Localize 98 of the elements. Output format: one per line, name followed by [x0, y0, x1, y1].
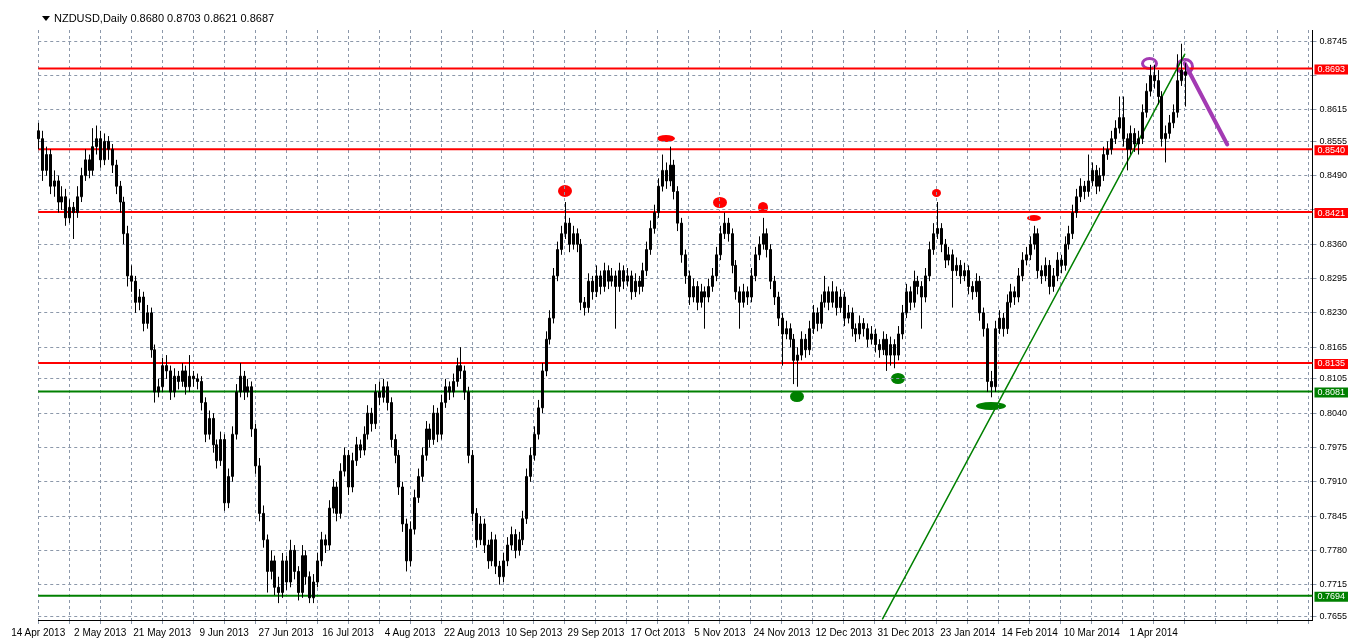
y-tick-label: 0.7975: [1319, 441, 1347, 452]
candlestick: [301, 544, 304, 599]
candlestick: [490, 531, 493, 567]
candlestick: [494, 534, 497, 575]
candlestick: [622, 264, 625, 290]
candlestick: [866, 322, 869, 348]
x-tick-label: 2 May 2013: [74, 626, 127, 638]
x-tick-label: 14 Apr 2013: [11, 626, 66, 638]
candlestick: [785, 320, 788, 340]
candlestick: [858, 315, 861, 340]
candlestick: [599, 270, 602, 295]
ref-line-label: 0.8540: [1317, 144, 1345, 155]
candlestick: [909, 285, 912, 311]
candlestick: [1110, 130, 1113, 156]
ref-line-label: 0.8081: [1317, 386, 1345, 397]
candlestick: [889, 336, 892, 367]
x-tick-label: 16 Jul 2013: [322, 626, 375, 638]
candlestick: [614, 270, 617, 330]
ref-line-label: 0.8693: [1317, 64, 1345, 75]
ref-line-label: 0.8421: [1317, 207, 1345, 218]
candlestick: [607, 264, 610, 290]
candlestick: [432, 404, 435, 446]
candlestick: [610, 267, 613, 287]
y-tick-label: 0.7655: [1319, 610, 1347, 621]
chart-title: NZDUSD,Daily 0.8680 0.8703 0.8621 0.8687: [54, 12, 275, 24]
candlestick: [382, 378, 385, 404]
candlestick: [173, 367, 176, 398]
candlestick: [1168, 114, 1171, 140]
candlestick: [703, 285, 706, 330]
candlestick: [49, 148, 52, 195]
candlestick: [103, 132, 106, 166]
y-tick-label: 0.8105: [1319, 373, 1347, 384]
candlestick: [572, 225, 575, 251]
candlestick: [762, 217, 765, 251]
ref-line-label: 0.7694: [1317, 591, 1345, 602]
candlestick: [91, 127, 94, 177]
ref-line-label: 0.8135: [1317, 358, 1345, 369]
candlestick: [696, 280, 699, 311]
y-tick-label: 0.8490: [1319, 170, 1347, 181]
y-tick-label: 0.8360: [1319, 238, 1347, 249]
candlestick: [1184, 62, 1187, 108]
candlestick: [161, 357, 164, 393]
candlestick: [603, 262, 606, 293]
candlestick: [374, 383, 377, 430]
candlestick: [994, 320, 997, 393]
x-tick-label: 10 Mar 2014: [1063, 626, 1121, 638]
candlestick: [707, 278, 710, 303]
x-tick-label: 29 Sep 2013: [567, 626, 625, 638]
x-tick-label: 31 Dec 2013: [877, 626, 935, 638]
candlestick: [827, 285, 830, 311]
x-tick-label: 4 Aug 2013: [384, 626, 436, 638]
x-tick-label: 12 Dec 2013: [815, 626, 873, 638]
candlestick: [742, 283, 745, 309]
x-tick-label: 5 Nov 2013: [694, 626, 746, 638]
candlestick: [281, 552, 284, 599]
candlestick: [514, 528, 517, 559]
candlestick: [595, 264, 598, 298]
candlestick: [967, 264, 970, 295]
candlestick: [57, 175, 60, 214]
candlestick: [800, 330, 803, 361]
candlestick: [479, 515, 482, 546]
candlestick: [913, 270, 916, 309]
candlestick: [870, 325, 873, 346]
candlestick: [882, 330, 885, 356]
candlestick: [1029, 235, 1032, 261]
candlestick: [181, 362, 184, 388]
candlestick: [634, 272, 637, 298]
y-tick-label: 0.8165: [1319, 341, 1347, 352]
candlestick: [831, 280, 834, 309]
y-tick-label: 0.8745: [1319, 35, 1347, 46]
y-tick-label: 0.7910: [1319, 476, 1347, 487]
candlestick: [68, 198, 71, 224]
candlestick: [41, 130, 44, 182]
x-tick-label: 24 Nov 2013: [753, 626, 811, 638]
y-tick-label: 0.8230: [1319, 307, 1347, 318]
candlestick: [955, 256, 958, 277]
candlestick: [1087, 154, 1090, 198]
x-tick-label: 22 Aug 2013: [443, 626, 501, 638]
x-tick-label: 10 Sep 2013: [505, 626, 563, 638]
candlestick: [289, 539, 292, 588]
x-tick-label: 14 Feb 2014: [1001, 626, 1059, 638]
candlestick: [587, 272, 590, 314]
x-tick-label: 9 Jun 2013: [199, 626, 250, 638]
candlestick: [618, 262, 621, 293]
y-tick-label: 0.7845: [1319, 510, 1347, 521]
candlestick: [692, 278, 695, 303]
y-tick-label: 0.8555: [1319, 135, 1347, 146]
x-tick-label: 17 Oct 2013: [630, 626, 686, 638]
y-tick-label: 0.8615: [1319, 104, 1347, 115]
x-tick-label: 27 Jun 2013: [258, 626, 315, 638]
x-tick-label: 1 Apr 2014: [1129, 626, 1179, 638]
x-tick-label: 21 May 2013: [133, 626, 192, 638]
x-tick-label: 23 Jan 2014: [940, 626, 996, 638]
y-tick-label: 0.7715: [1319, 579, 1347, 590]
candlestick: [188, 354, 191, 393]
y-tick-label: 0.8040: [1319, 407, 1347, 418]
y-tick-label: 0.7780: [1319, 544, 1347, 555]
y-tick-label: 0.8295: [1319, 273, 1347, 284]
